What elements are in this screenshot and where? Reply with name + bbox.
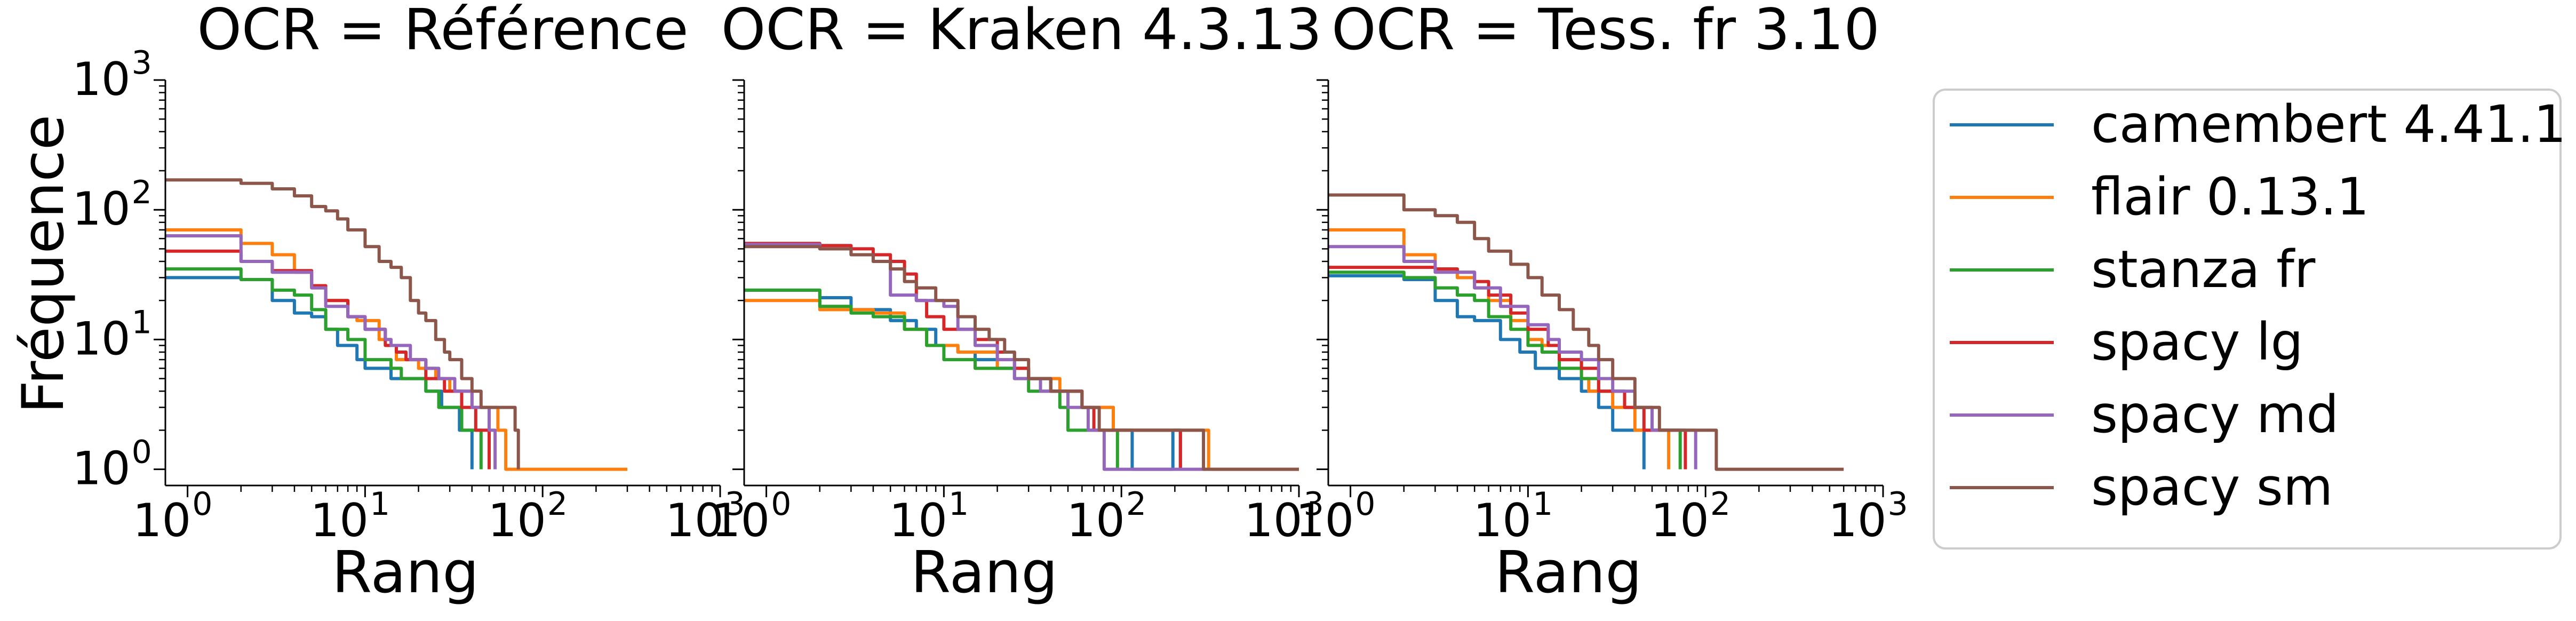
series-line-spacy-md: [744, 243, 1206, 471]
subplot-title: OCR = Kraken 4.3.13: [721, 0, 1322, 62]
y-tick-label: 103: [72, 44, 152, 106]
series-line-spacy-md: [1328, 245, 1697, 469]
series-line-camembert-4-41-1: [1328, 274, 1646, 469]
series-line-spacy-sm: [1328, 193, 1844, 471]
legend-item: spacy sm: [1950, 457, 2333, 517]
x-tick-label: 102: [1650, 485, 1730, 547]
subplot-title: OCR = Tess. fr 3.10: [1331, 0, 1880, 62]
legend-label: stanza fr: [2091, 240, 2316, 299]
x-tick-label: 103: [665, 485, 745, 547]
legend-label: spacy sm: [2091, 457, 2333, 517]
legend: camembert 4.41.1 flair 0.13.1 stanza fr spa…: [1933, 89, 2566, 550]
x-tick-label: 101: [889, 485, 969, 547]
y-tick-label: 101: [72, 304, 152, 365]
x-tick-label: 100: [712, 485, 792, 547]
legend-item: camembert 4.41.1: [1950, 94, 2566, 154]
subplot-title: OCR = Référence: [197, 0, 688, 62]
legend-item: spacy lg: [1950, 312, 2303, 372]
legend-label: flair 0.13.1: [2091, 167, 2369, 227]
x-tick-label: 103: [1828, 485, 1908, 547]
legend-label: spacy md: [2091, 385, 2339, 444]
legend-item: stanza fr: [1950, 240, 2316, 299]
legend-label: spacy lg: [2091, 312, 2303, 372]
series-line-stanza-fr: [165, 267, 483, 469]
y-tick-label: 100: [72, 434, 152, 496]
series-group: [744, 242, 1299, 471]
x-tick-label: 102: [488, 485, 568, 547]
series-line-flair-0-13-1: [744, 299, 1299, 471]
series-group: [1328, 193, 1844, 471]
subplot-1: OCR = Référence 100 101 102 103 100 101 102 103 R…: [72, 0, 745, 606]
x-tick-label: 100: [1296, 485, 1376, 547]
series-line-spacy-lg: [1328, 266, 1687, 469]
series-line-spacy-lg: [165, 249, 491, 469]
series-line-spacy-sm: [744, 245, 1299, 471]
x-tick-label: 100: [133, 485, 213, 547]
y-axis-label: Fréquence: [10, 115, 77, 413]
legend-frame: [1933, 89, 2562, 550]
y-tick-label: 102: [72, 174, 152, 236]
series-group: [165, 178, 627, 471]
x-axis-label: Rang: [911, 539, 1058, 606]
series-line-stanza-fr: [744, 288, 1119, 469]
legend-item: spacy md: [1950, 385, 2339, 444]
x-tick-label: 101: [310, 485, 390, 547]
x-tick-label: 101: [1473, 485, 1553, 547]
x-tick-label: 102: [1066, 485, 1146, 547]
legend-item: flair 0.13.1: [1950, 167, 2369, 227]
x-axis-label: Rang: [1495, 539, 1642, 606]
series-line-spacy-sm: [165, 178, 520, 469]
subplot-3: OCR = Tess. fr 3.10 100 101 102 103 Rang: [1296, 0, 1908, 606]
x-axis-label: Rang: [332, 539, 479, 606]
series-line-spacy-md: [165, 234, 497, 469]
series-line-spacy-lg: [744, 242, 1182, 469]
legend-label: camembert 4.41.1: [2091, 94, 2566, 154]
